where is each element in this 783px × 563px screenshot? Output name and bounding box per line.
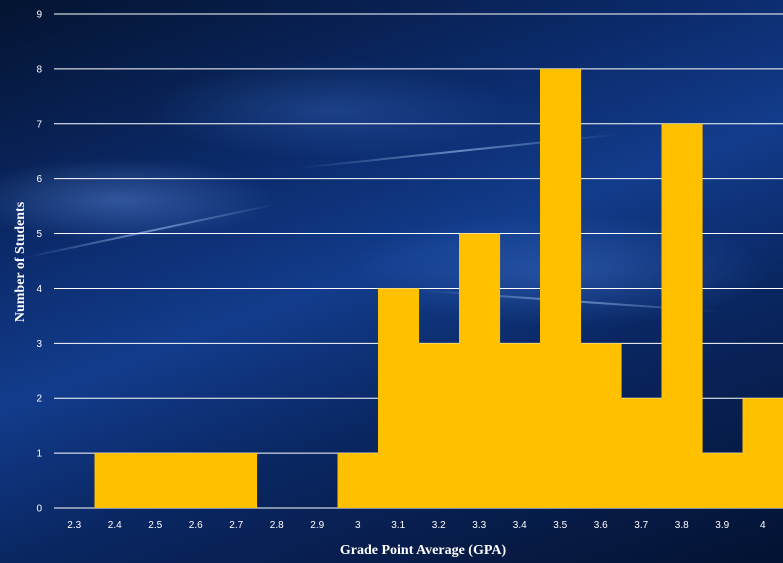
histogram-bar [337,453,379,508]
x-tick-label: 2.4 [108,520,122,531]
y-tick-label: 8 [36,64,42,75]
histogram-bar [418,343,460,508]
x-tick-label: 3.7 [634,520,648,531]
histogram-bar [580,343,622,508]
histogram-bar [459,233,501,509]
x-tick-label: 2.5 [148,520,162,531]
x-tick-label: 3 [355,520,361,531]
x-tick-label: 2.7 [229,520,243,531]
y-axis-title: Number of Students [13,201,28,322]
y-tick-label: 5 [36,229,42,240]
y-tick-label: 9 [36,10,42,21]
y-tick-label: 0 [36,504,42,515]
x-tick-label: 3.3 [472,520,486,531]
histogram-bar [378,288,420,508]
x-tick-label: 2.9 [310,520,324,531]
x-tick-labels: 2.3 2.4 2.5 2.6 2.7 2.8 2.9 3 3.1 3.2 3.3 3.4 3.5 3.6… [67,520,766,531]
histogram-bar [135,453,177,508]
y-tick-label: 1 [36,449,42,460]
histogram-bar [742,398,783,508]
histogram-bar [216,453,258,508]
x-tick-label: 3.6 [594,520,608,531]
x-tick-label: 4 [760,520,766,531]
histogram-bar [175,453,217,508]
x-tick-label: 2.8 [270,520,284,531]
y-tick-label: 7 [36,119,42,130]
x-tick-label: 3.9 [715,520,729,531]
x-tick-label: 2.6 [189,520,203,531]
x-tick-label: 3.5 [553,520,567,531]
y-tick-label: 3 [36,339,42,350]
y-tick-label: 2 [36,394,42,405]
x-tick-label: 3.8 [675,520,689,531]
x-tick-label: 3.4 [513,520,527,531]
y-tick-label: 4 [36,284,42,295]
x-tick-label: 3.1 [391,520,405,531]
histogram-bar [94,453,136,508]
x-tick-label: 2.3 [67,520,81,531]
histogram-bar [499,343,541,508]
histogram-bar [540,68,582,508]
y-tick-label: 6 [36,174,42,185]
histogram-bar [621,398,663,508]
histogram-bar [702,453,744,508]
x-axis-title: Grade Point Average (GPA) [340,543,507,558]
bars [94,68,783,509]
histogram-bar [661,123,703,509]
y-tick-labels: 0 1 2 3 4 5 6 7 8 9 [36,10,42,515]
x-tick-label: 3.2 [432,520,446,531]
